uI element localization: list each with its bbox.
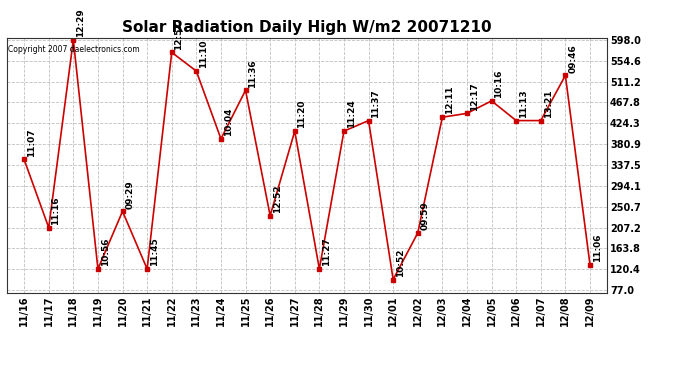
Text: 12:17: 12:17: [470, 82, 479, 111]
Text: 11:06: 11:06: [593, 233, 602, 262]
Text: 13:21: 13:21: [544, 89, 553, 118]
Text: 11:24: 11:24: [347, 100, 356, 128]
Text: 10:04: 10:04: [224, 108, 233, 136]
Text: 11:37: 11:37: [371, 89, 380, 118]
Text: 12:57: 12:57: [175, 21, 184, 50]
Text: 11:16: 11:16: [52, 196, 61, 225]
Text: 11:45: 11:45: [150, 237, 159, 266]
Text: 12:52: 12:52: [273, 184, 282, 213]
Text: 09:59: 09:59: [420, 201, 430, 230]
Text: 10:16: 10:16: [494, 70, 503, 98]
Text: 10:56: 10:56: [101, 238, 110, 266]
Text: 11:27: 11:27: [322, 237, 331, 266]
Text: 12:11: 12:11: [445, 86, 454, 114]
Text: 11:20: 11:20: [297, 100, 306, 128]
Text: 09:46: 09:46: [568, 44, 577, 73]
Text: 11:36: 11:36: [248, 59, 257, 87]
Text: 09:29: 09:29: [126, 180, 135, 209]
Title: Solar Radiation Daily High W/m2 20071210: Solar Radiation Daily High W/m2 20071210: [122, 20, 492, 35]
Text: 11:07: 11:07: [27, 128, 36, 157]
Text: 11:10: 11:10: [199, 40, 208, 68]
Text: 11:13: 11:13: [519, 89, 528, 118]
Text: Copyright 2007 daelectronics.com: Copyright 2007 daelectronics.com: [8, 45, 140, 54]
Text: 12:29: 12:29: [76, 8, 85, 37]
Text: 10:52: 10:52: [396, 248, 405, 277]
